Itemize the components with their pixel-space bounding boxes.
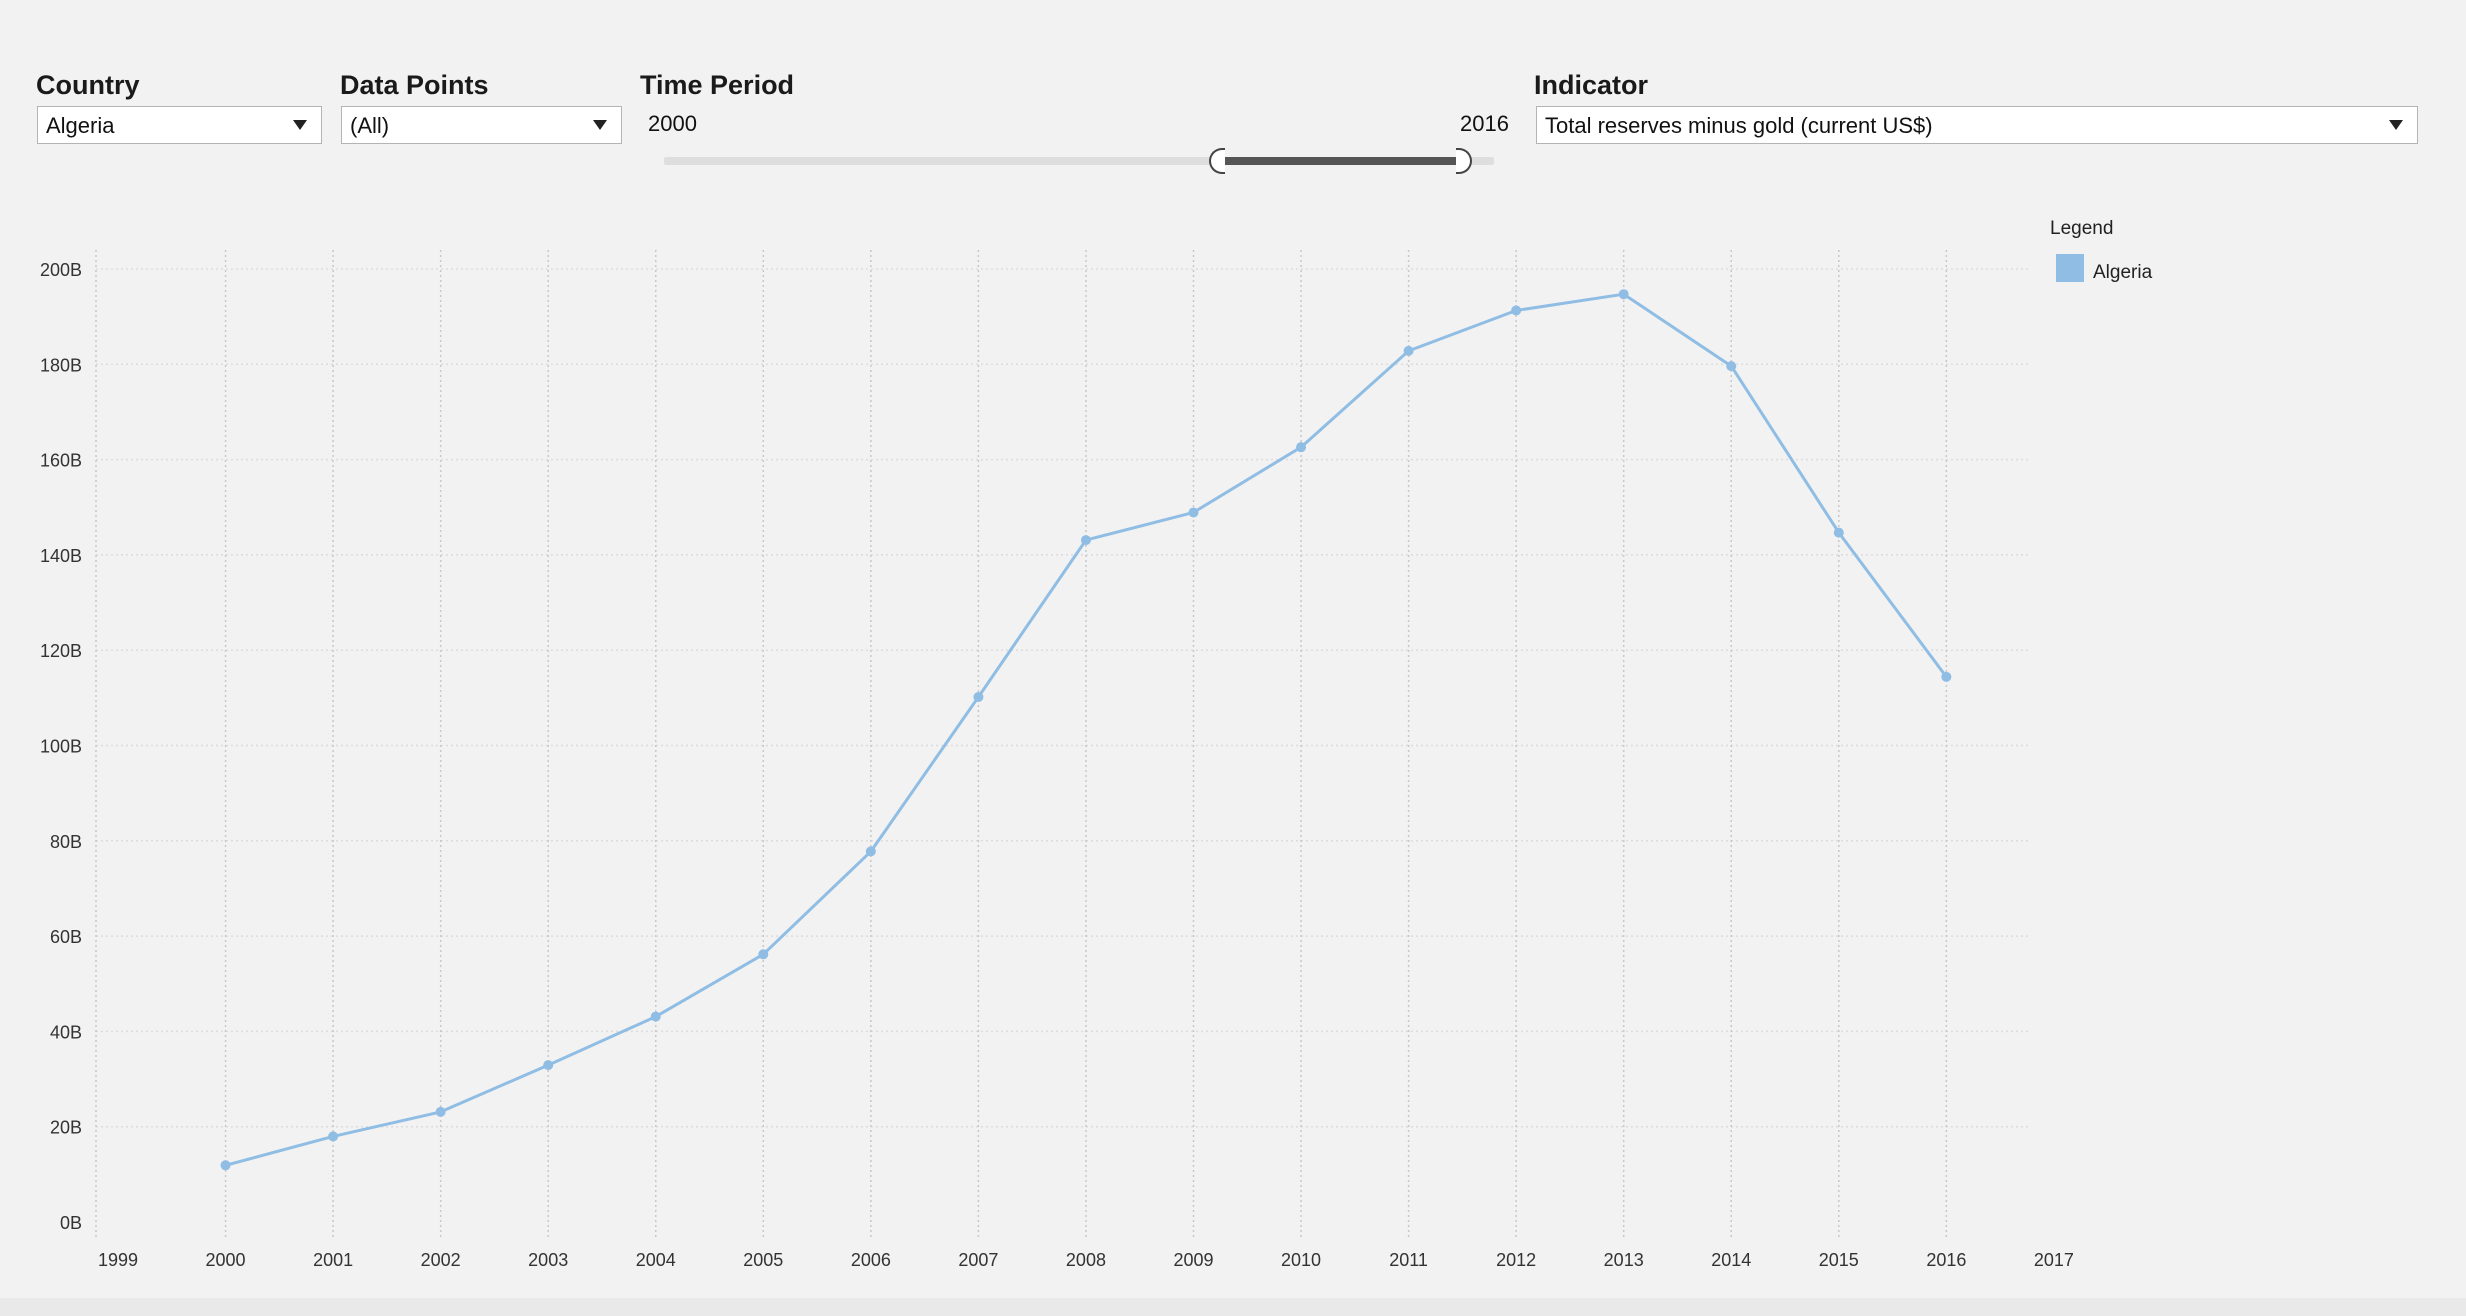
x-tick-label: 2006 xyxy=(851,1250,891,1270)
x-tick-label: 2014 xyxy=(1711,1250,1751,1270)
y-tick-label: 100B xyxy=(40,737,82,757)
data-point xyxy=(328,1131,339,1142)
y-tick-label: 20B xyxy=(50,1118,82,1138)
indicator-filter-title: Indicator xyxy=(1534,70,1649,100)
data-point xyxy=(1188,507,1199,518)
data-point xyxy=(1296,442,1307,453)
country-filter-title: Country xyxy=(36,70,140,100)
indicator-dropdown[interactable]: Total reserves minus gold (current US$) xyxy=(1536,106,2418,144)
chart-series xyxy=(220,289,1952,1171)
x-tick-label: 2004 xyxy=(636,1250,676,1270)
y-tick-label: 40B xyxy=(50,1022,82,1042)
data-points-dropdown-value: (All) xyxy=(350,113,390,138)
y-tick-label: 120B xyxy=(40,641,82,661)
indicator-dropdown-value: Total reserves minus gold (current US$) xyxy=(1545,113,1933,138)
x-tick-label: 2002 xyxy=(421,1250,461,1270)
x-tick-label: 2012 xyxy=(1496,1250,1536,1270)
time-period-slider-end-handle[interactable] xyxy=(1456,148,1472,174)
time-period-slider-selected-range xyxy=(1224,157,1460,165)
time-period-slider-track[interactable] xyxy=(664,157,1494,165)
data-point xyxy=(1833,527,1844,538)
x-tick-label: 2010 xyxy=(1281,1250,1321,1270)
data-point xyxy=(650,1011,661,1022)
y-tick-label: 140B xyxy=(40,546,82,566)
chevron-down-icon[interactable] xyxy=(293,120,307,130)
x-tick-label: 2003 xyxy=(528,1250,568,1270)
time-period-slider-start-handle[interactable] xyxy=(1209,148,1225,174)
country-dropdown-value: Algeria xyxy=(46,113,115,138)
data-point xyxy=(1618,289,1629,300)
data-point xyxy=(865,846,876,857)
data-point xyxy=(543,1060,554,1071)
x-tick-label: 2013 xyxy=(1604,1250,1644,1270)
y-tick-label: 200B xyxy=(40,260,82,280)
y-tick-label: 0B xyxy=(60,1213,82,1233)
x-tick-label: 2008 xyxy=(1066,1250,1106,1270)
series-line-algeria xyxy=(225,292,1948,1167)
legend-swatch-algeria[interactable] xyxy=(2056,254,2084,282)
y-tick-label: 60B xyxy=(50,927,82,947)
chevron-down-icon[interactable] xyxy=(593,120,607,130)
data-point xyxy=(758,949,769,960)
country-dropdown[interactable]: Algeria xyxy=(37,106,322,144)
data-point xyxy=(435,1106,446,1117)
legend-label-algeria[interactable]: Algeria xyxy=(2093,262,2153,283)
chevron-down-icon[interactable] xyxy=(2389,120,2403,130)
data-point xyxy=(1726,361,1737,372)
y-tick-label: 180B xyxy=(40,355,82,375)
data-points-filter-title: Data Points xyxy=(340,70,489,100)
chart-gridlines xyxy=(96,250,2030,1240)
x-tick-label: 2016 xyxy=(1926,1250,1966,1270)
data-point xyxy=(1403,345,1414,356)
chart-axes: 0B 20B 40B 60B 80B 100B 120B 140B 160B 180B 200B 19… xyxy=(40,250,2074,1270)
x-tick-label: 2001 xyxy=(313,1250,353,1270)
bottom-scroll-area xyxy=(0,1298,2466,1316)
x-tick-label: 2005 xyxy=(743,1250,783,1270)
y-tick-label: 160B xyxy=(40,451,82,471)
x-tick-label: 2017 xyxy=(2034,1250,2074,1270)
x-tick-label: 1999 xyxy=(98,1250,138,1270)
data-point xyxy=(220,1160,231,1171)
x-tick-label: 2011 xyxy=(1389,1250,1428,1270)
x-tick-label: 2015 xyxy=(1819,1250,1859,1270)
x-tick-label: 2000 xyxy=(206,1250,246,1270)
x-tick-label: 2009 xyxy=(1173,1250,1213,1270)
x-tick-label: 2007 xyxy=(958,1250,998,1270)
time-period-end-label: 2016 xyxy=(1460,111,1509,136)
data-point xyxy=(1941,671,1952,682)
legend-title: Legend xyxy=(2050,218,2114,239)
time-period-start-label: 2000 xyxy=(648,111,697,136)
data-point xyxy=(1080,535,1091,546)
y-tick-label: 80B xyxy=(50,832,82,852)
data-point xyxy=(1511,305,1522,316)
data-points-dropdown[interactable]: (All) xyxy=(341,106,622,144)
data-point xyxy=(973,691,984,702)
time-period-filter-title: Time Period xyxy=(640,70,795,100)
